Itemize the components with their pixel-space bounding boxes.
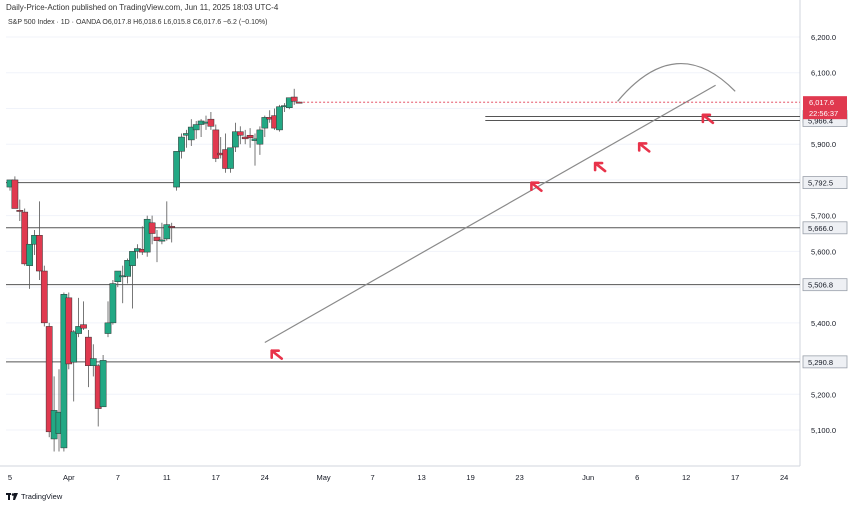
candle-body[interactable] bbox=[227, 147, 234, 169]
candle-body[interactable] bbox=[207, 118, 215, 127]
symbol-ohlc-line: S&P 500 Index · 1D · OANDA O6,017.8 H6,0… bbox=[8, 19, 268, 26]
y-tick-label: 5,400.0 bbox=[811, 319, 836, 328]
x-tick-label: 12 bbox=[682, 473, 690, 482]
candle-body[interactable] bbox=[236, 131, 244, 136]
y-tick-label: 5,600.0 bbox=[811, 247, 836, 256]
resistance-arc[interactable] bbox=[617, 62, 736, 102]
candle-body[interactable] bbox=[21, 211, 29, 265]
x-tick-label: 17 bbox=[212, 473, 220, 482]
candle-body[interactable] bbox=[65, 297, 73, 365]
x-tick-label: 7 bbox=[371, 473, 375, 482]
candle-body[interactable] bbox=[40, 270, 48, 324]
candle-body[interactable] bbox=[75, 326, 82, 334]
y-tick-label: 6,100.0 bbox=[811, 69, 836, 78]
candle-body[interactable] bbox=[36, 235, 43, 272]
candle-body[interactable] bbox=[70, 331, 78, 363]
x-tick-label: 13 bbox=[417, 473, 425, 482]
y-tick-label: 5,700.0 bbox=[811, 212, 836, 221]
candle-body[interactable] bbox=[99, 360, 107, 408]
candle-body[interactable] bbox=[80, 324, 87, 329]
footer-brand: TradingView bbox=[6, 492, 62, 501]
bar-countdown-label: 22:56:37 bbox=[809, 109, 838, 118]
price-level-label: 5,290.8 bbox=[808, 358, 833, 367]
candle-body[interactable] bbox=[129, 251, 136, 266]
candle-body[interactable] bbox=[232, 131, 239, 148]
candle-body[interactable] bbox=[295, 101, 303, 104]
candle-body[interactable] bbox=[187, 126, 195, 141]
candle-body[interactable] bbox=[178, 136, 185, 152]
candle-body[interactable] bbox=[246, 135, 254, 139]
candle-body[interactable] bbox=[45, 326, 53, 433]
candle-body[interactable] bbox=[256, 129, 264, 145]
candle-body[interactable] bbox=[158, 239, 166, 242]
tradingview-logo-icon bbox=[6, 493, 18, 500]
candle-body[interactable] bbox=[212, 129, 220, 159]
x-tick-label: 5 bbox=[8, 473, 12, 482]
last-price-label: 6,017.6 bbox=[809, 98, 834, 107]
candle-body[interactable] bbox=[16, 210, 24, 212]
last-price-tag bbox=[803, 96, 847, 120]
price-level-tag bbox=[802, 278, 848, 292]
candle-body[interactable] bbox=[276, 106, 283, 131]
y-tick-label: 5,900.0 bbox=[811, 140, 836, 149]
candle-body[interactable] bbox=[143, 218, 151, 253]
price-level-tag bbox=[802, 176, 848, 189]
price-level-label: 5,666.0 bbox=[808, 224, 833, 233]
candle-body[interactable] bbox=[261, 117, 269, 129]
candle-body[interactable] bbox=[285, 97, 293, 108]
y-tick-label: 6,200.0 bbox=[811, 33, 836, 42]
candle-body[interactable] bbox=[85, 336, 92, 366]
candle-body[interactable] bbox=[168, 226, 176, 228]
y-tick-label: 5,200.0 bbox=[811, 390, 836, 399]
price-level-label: 5,506.8 bbox=[808, 281, 833, 290]
x-tick-label: Jun bbox=[582, 473, 594, 482]
candle-body[interactable] bbox=[192, 124, 200, 131]
x-tick-label: 17 bbox=[731, 473, 739, 482]
x-tick-label: 7 bbox=[116, 473, 120, 482]
candle-body[interactable] bbox=[163, 224, 171, 240]
candle-body[interactable] bbox=[124, 260, 131, 277]
x-tick-label: 23 bbox=[515, 473, 523, 482]
annotation-arrow[interactable] bbox=[593, 161, 607, 173]
x-tick-label: 19 bbox=[466, 473, 474, 482]
candle-body[interactable] bbox=[89, 358, 97, 366]
candle-body[interactable] bbox=[104, 322, 112, 334]
x-tick-label: May bbox=[317, 473, 331, 482]
annotation-arrow[interactable] bbox=[701, 113, 715, 125]
x-tick-label: 6 bbox=[635, 473, 639, 482]
x-tick-label: Apr bbox=[63, 473, 75, 482]
candle-body[interactable] bbox=[60, 294, 68, 449]
price-level-tag bbox=[802, 221, 848, 235]
annotation-arrow[interactable] bbox=[530, 181, 543, 193]
price-level-tag bbox=[802, 355, 848, 369]
y-tick-label: 5,100.0 bbox=[811, 426, 836, 435]
candle-body[interactable] bbox=[148, 222, 156, 234]
candle-body[interactable] bbox=[173, 151, 180, 188]
price-level-label: 5,792.5 bbox=[808, 179, 833, 188]
footer-brand-label: TradingView bbox=[21, 492, 63, 501]
candle-body[interactable] bbox=[11, 179, 19, 209]
candle-body[interactable] bbox=[290, 96, 298, 102]
annotation-arrow[interactable] bbox=[637, 142, 651, 153]
publisher-header: Daily-Price-Action published on TradingV… bbox=[6, 3, 279, 12]
candle-body[interactable] bbox=[153, 236, 161, 241]
trendline[interactable] bbox=[264, 84, 716, 344]
candle-body[interactable] bbox=[26, 243, 33, 266]
annotation-arrow[interactable] bbox=[270, 349, 283, 360]
x-tick-label: 24 bbox=[261, 473, 269, 482]
x-tick-label: 24 bbox=[780, 473, 788, 482]
candle-body[interactable] bbox=[109, 283, 117, 324]
x-tick-label: 11 bbox=[163, 473, 171, 482]
price-level-label: 5,966.4 bbox=[808, 116, 833, 125]
